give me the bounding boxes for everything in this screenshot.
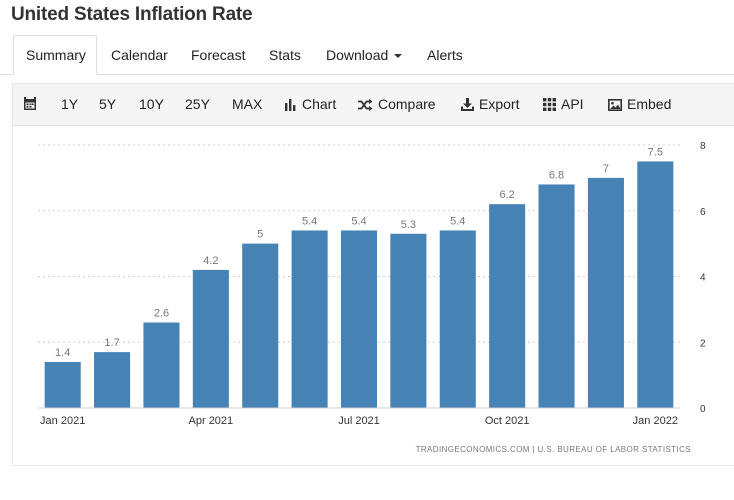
y-tick-label: 4 xyxy=(700,273,706,284)
tab-summary[interactable]: Summary xyxy=(13,35,97,75)
tab-alerts[interactable]: Alerts xyxy=(427,47,463,63)
x-tick-label: Jan 2021 xyxy=(40,415,85,427)
api-button-label: API xyxy=(561,96,584,112)
page-title: United States Inflation Rate xyxy=(11,4,253,25)
x-tick-label: Apr 2021 xyxy=(189,415,234,427)
bar[interactable] xyxy=(143,322,180,408)
tab-stats[interactable]: Stats xyxy=(269,47,301,63)
bar[interactable] xyxy=(44,361,81,408)
tab-download[interactable]: Download xyxy=(326,35,403,75)
bar-value-label: 1.4 xyxy=(55,347,70,359)
bar[interactable] xyxy=(242,243,279,408)
chart-button[interactable]: Chart xyxy=(285,84,336,125)
source-credit: TRADINGECONOMICS.COM | U.S. BUREAU OF LA… xyxy=(415,445,691,454)
tab-bar: Summary Calendar Forecast Stats Download… xyxy=(0,35,734,75)
bar[interactable] xyxy=(94,352,131,408)
bar-value-label: 6.8 xyxy=(549,169,564,181)
bar-value-label: 5.4 xyxy=(351,215,366,227)
bar[interactable] xyxy=(291,230,328,408)
bar-value-label: 5.4 xyxy=(450,215,465,227)
y-tick-label: 0 xyxy=(700,404,706,415)
chart-button-label: Chart xyxy=(302,96,337,112)
export-button-label: Export xyxy=(479,96,520,112)
bar[interactable] xyxy=(340,230,378,408)
chevron-down-icon xyxy=(394,54,403,59)
y-tick-label: 6 xyxy=(700,207,706,218)
bar[interactable] xyxy=(439,230,476,408)
x-tick-label: Jul 2021 xyxy=(338,415,380,427)
range-max-button[interactable]: MAX xyxy=(232,96,263,112)
bar[interactable] xyxy=(538,184,575,408)
bar-value-label: 2.6 xyxy=(154,308,169,320)
export-button[interactable]: Export xyxy=(461,84,519,125)
tab-calendar[interactable]: Calendar xyxy=(111,47,168,63)
tab-download-label: Download xyxy=(326,47,389,63)
compare-button-label: Compare xyxy=(378,96,436,112)
x-tick-label: Jan 2022 xyxy=(633,415,678,427)
api-button[interactable]: API xyxy=(543,84,584,125)
y-tick-label: 8 xyxy=(700,141,706,152)
calendar-icon[interactable] xyxy=(23,84,37,125)
image-icon xyxy=(608,99,622,111)
grid-icon xyxy=(543,98,556,111)
bar-value-label: 5.4 xyxy=(302,215,317,227)
bar-value-label: 7.5 xyxy=(648,146,663,158)
download-icon xyxy=(461,98,474,111)
range-1y-button[interactable]: 1Y xyxy=(61,96,79,112)
shuffle-icon xyxy=(358,99,373,111)
chart-toolbar: 1Y 5Y 10Y 25Y MAX Chart Compare Export A… xyxy=(13,84,734,126)
bar-value-label: 4.2 xyxy=(203,255,218,267)
bar-value-label: 6.2 xyxy=(500,189,515,201)
x-tick-label: Oct 2021 xyxy=(485,415,530,427)
bar[interactable] xyxy=(192,269,229,408)
range-25y-button[interactable]: 25Y xyxy=(185,96,210,112)
bar[interactable] xyxy=(489,204,526,408)
embed-button-label: Embed xyxy=(627,96,672,112)
y-tick-label: 2 xyxy=(700,338,706,349)
bar-value-label: 5 xyxy=(257,229,263,241)
bar-value-label: 1.7 xyxy=(104,337,119,349)
bar-chart-icon xyxy=(285,99,296,111)
bar-value-label: 5.3 xyxy=(401,219,416,231)
compare-button[interactable]: Compare xyxy=(358,84,436,125)
tab-forecast[interactable]: Forecast xyxy=(191,47,246,63)
embed-button[interactable]: Embed xyxy=(608,84,671,125)
range-10y-button[interactable]: 10Y xyxy=(139,96,164,112)
bar[interactable] xyxy=(637,161,674,408)
bar[interactable] xyxy=(390,233,427,408)
bar[interactable] xyxy=(587,177,624,408)
bar-value-label: 7 xyxy=(603,163,609,175)
range-5y-button[interactable]: 5Y xyxy=(99,96,117,112)
